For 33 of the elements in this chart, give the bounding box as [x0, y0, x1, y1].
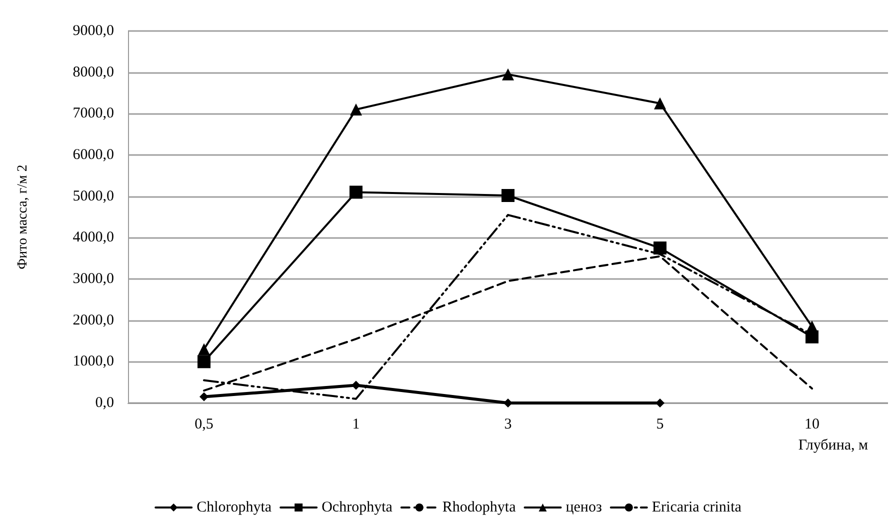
- legend-label: Rhodophyta: [442, 500, 516, 516]
- legend-label: Chlorophyta: [196, 500, 272, 516]
- y-tick-label: 2000,0: [72, 312, 114, 328]
- x-tick-label: 0,5: [194, 416, 214, 432]
- point: [502, 189, 514, 202]
- y-tick-label: 6000,0: [72, 147, 114, 163]
- y-tick-label: 7000,0: [72, 106, 114, 122]
- x-tick-label: 5: [656, 416, 664, 432]
- y-tick-label: 0,0: [95, 395, 114, 411]
- point: [502, 68, 514, 80]
- point: [654, 242, 666, 254]
- point: [200, 392, 208, 402]
- y-axis-title: Фито масса, г/м 2: [16, 164, 30, 270]
- x-axis-title: Глубина, м: [798, 438, 869, 454]
- point: [350, 104, 362, 116]
- y-tick-label: 1000,0: [72, 354, 114, 370]
- legend-label: ценоз: [566, 500, 602, 516]
- y-tick-label: 3000,0: [72, 271, 114, 287]
- point: [352, 380, 360, 390]
- point: [350, 186, 362, 199]
- legend-label: Ericaria crinita: [652, 500, 742, 516]
- point: [198, 343, 210, 356]
- legend-label: Ochrophyta: [322, 500, 393, 516]
- x-tick-label: 10: [804, 416, 820, 432]
- x-tick-label: 1: [352, 416, 360, 432]
- y-tick-label: 8000,0: [72, 64, 114, 80]
- point: [806, 330, 818, 344]
- y-tick-label: 9000,0: [72, 23, 114, 39]
- x-tick-label: 3: [504, 416, 512, 432]
- point: [198, 355, 210, 368]
- y-tick-label: 4000,0: [72, 230, 114, 246]
- y-tick-label: 5000,0: [72, 188, 114, 204]
- point: [654, 97, 666, 110]
